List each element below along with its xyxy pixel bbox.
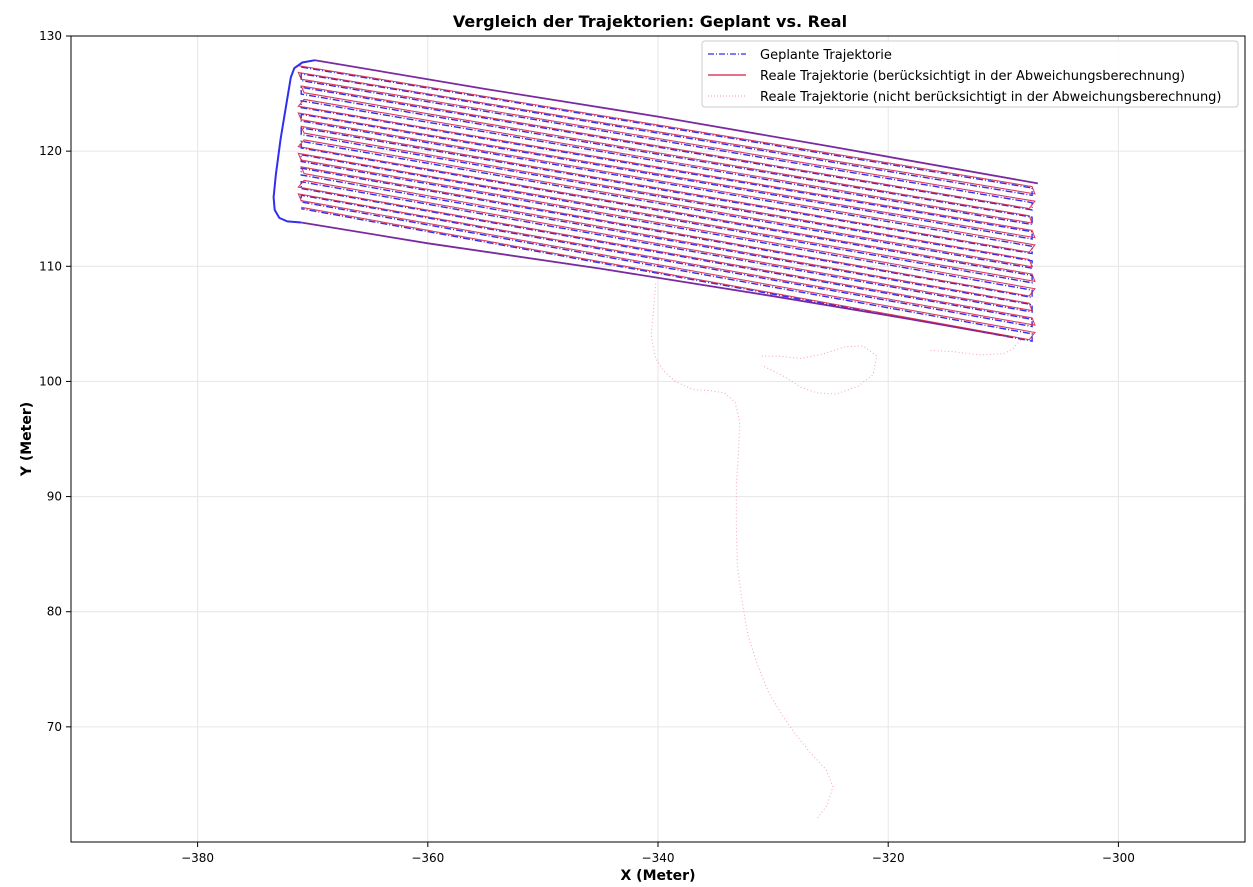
x-tick-label: −320 — [872, 851, 905, 865]
x-tick-label: −380 — [181, 851, 214, 865]
series-real-considered-line — [297, 65, 1036, 341]
legend-label-real-considered: Reale Trajektorie (berücksichtigt in der… — [760, 69, 1185, 84]
x-tick-label: −340 — [642, 851, 675, 865]
y-tick-label: 110 — [39, 259, 62, 273]
legend-box — [701, 40, 1239, 108]
x-axis-label: X (Meter) — [621, 868, 696, 884]
series-planned-border-bottom — [301, 221, 1010, 338]
y-tick-label: 70 — [47, 720, 62, 734]
legend-label-planned: Geplante Trajektorie — [760, 48, 892, 63]
series-planned-border-top — [314, 59, 1038, 185]
y-axis-label: Y (Meter) — [19, 402, 35, 477]
series-real-ignored-line — [650, 283, 834, 820]
legend-label-real-ignored: Reale Trajektorie (nicht berücksichtigt … — [760, 90, 1222, 105]
y-tick-label: 80 — [47, 605, 62, 619]
y-tick-label: 120 — [39, 144, 62, 158]
y-tick-label: 100 — [39, 374, 62, 388]
series-planned-outline — [272, 59, 316, 224]
y-tick-label: 130 — [39, 29, 62, 43]
x-tick-label: −300 — [1102, 851, 1135, 865]
legend: Geplante Trajektorie Reale Trajektorie (… — [701, 40, 1239, 108]
plot-data — [272, 59, 1038, 820]
chart-title: Vergleich der Trajektorien: Geplant vs. … — [453, 12, 847, 31]
axis-ticks: −380 −360 −340 −320 −300 70 80 90 100 110 120 130 — [39, 29, 1135, 865]
x-tick-label: −360 — [411, 851, 444, 865]
y-tick-label: 90 — [47, 490, 62, 504]
